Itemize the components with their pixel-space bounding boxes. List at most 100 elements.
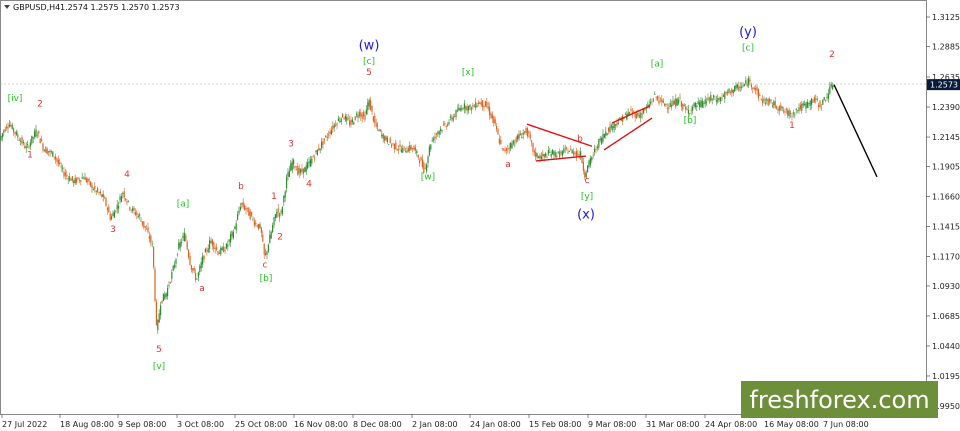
candle-body	[42, 143, 44, 151]
candle-body	[105, 197, 107, 207]
candle-body	[391, 144, 393, 146]
candle-body	[178, 242, 180, 250]
candle-body	[542, 153, 544, 157]
candle-body	[76, 178, 78, 183]
candle-body	[420, 156, 422, 161]
candle-body	[28, 146, 30, 148]
candle-body	[718, 97, 720, 100]
candle-body	[714, 98, 716, 100]
candle-body	[550, 153, 552, 157]
candle-body	[280, 211, 282, 213]
candle-body	[510, 142, 512, 149]
candle-body	[430, 144, 432, 150]
candle-body	[36, 134, 38, 136]
candle-body	[122, 192, 124, 194]
candle-body	[462, 108, 464, 110]
candle-body	[763, 98, 765, 101]
candle-body	[584, 171, 586, 178]
candle-body	[811, 98, 813, 105]
candle-body	[760, 98, 762, 100]
candle-body	[518, 134, 520, 139]
candle-body	[392, 143, 394, 145]
candle-body	[630, 109, 632, 111]
candle-body	[419, 160, 421, 163]
candle-body	[330, 129, 332, 134]
candle-body	[416, 150, 418, 154]
candle-body	[112, 212, 114, 217]
symbol-label: GBPUSD,H4	[13, 3, 60, 12]
candle-body	[710, 95, 712, 101]
candle-body	[531, 140, 533, 143]
candle-body	[74, 178, 76, 184]
candle-body	[396, 149, 398, 151]
candle-body	[662, 100, 664, 103]
candle-body	[276, 212, 278, 218]
candle-body	[244, 205, 246, 210]
y-tick-label: 1.0440	[932, 342, 960, 351]
candle-body	[743, 83, 745, 86]
candle-body	[659, 97, 661, 99]
candle-body	[769, 98, 771, 103]
candle-body	[20, 141, 22, 143]
candle-body	[616, 122, 618, 126]
candle-body	[644, 109, 646, 110]
x-tick-label: 15 Feb 08:00	[529, 420, 581, 429]
candle-body	[426, 164, 428, 172]
candle-body	[381, 134, 383, 137]
candle-body	[11, 124, 13, 129]
candle-body	[311, 158, 313, 164]
candle-body	[759, 94, 761, 96]
candle-body	[686, 108, 688, 111]
wave-labels: [iv]21435[v][a]abc[b]12345[c](w)[x][w]ab…	[8, 25, 835, 372]
candle-body	[517, 135, 519, 140]
candle-body	[568, 150, 570, 152]
candle-body	[487, 106, 489, 109]
candle-body	[284, 191, 286, 198]
candle-body	[83, 178, 85, 180]
candle-body	[249, 211, 251, 219]
candle-body	[407, 148, 409, 152]
candle-body	[64, 172, 66, 176]
candle-body	[90, 181, 92, 187]
candle-body	[258, 223, 260, 229]
candle-body	[189, 256, 191, 265]
dropdown-triangle-icon[interactable]	[4, 5, 10, 9]
candle-body	[778, 106, 780, 111]
candle-body	[578, 154, 580, 156]
candle-body	[298, 168, 300, 174]
candle-body	[62, 167, 64, 169]
candle-body	[288, 170, 290, 178]
candle-body	[777, 109, 779, 111]
candle-body	[504, 149, 506, 152]
y-tick-label: 1.0685	[932, 312, 960, 321]
candle-body	[297, 165, 299, 175]
candle-body	[556, 155, 558, 157]
candle-body	[463, 103, 465, 109]
candle-body	[328, 134, 330, 136]
candle-body	[489, 107, 491, 116]
candle-body	[370, 100, 372, 111]
candle-body	[559, 151, 561, 158]
candle-body	[650, 101, 652, 104]
candle-body	[609, 126, 611, 133]
candle-body	[213, 242, 215, 250]
plot-frame	[0, 0, 927, 415]
candle-body	[399, 144, 401, 147]
candle-body	[277, 208, 279, 213]
candle-body	[46, 149, 48, 154]
x-axis: 27 Jul 2022 18 Aug 08:00 9 Sep 08:00 3 Oct …	[1, 414, 869, 429]
candle-body	[619, 117, 621, 119]
candle-body	[347, 118, 349, 120]
candle-body	[617, 122, 619, 125]
candle-body	[514, 143, 516, 145]
x-tick-label: 8 Dec 08:00	[353, 420, 402, 429]
candle-body	[349, 120, 351, 126]
wave-label: (x)	[577, 208, 595, 223]
candle-body	[402, 147, 404, 153]
candle-body	[724, 91, 726, 99]
candle-body	[406, 150, 408, 153]
candle-body	[388, 144, 390, 145]
candle-body	[615, 124, 617, 126]
projection-line	[833, 84, 878, 178]
candle-body	[493, 116, 495, 124]
